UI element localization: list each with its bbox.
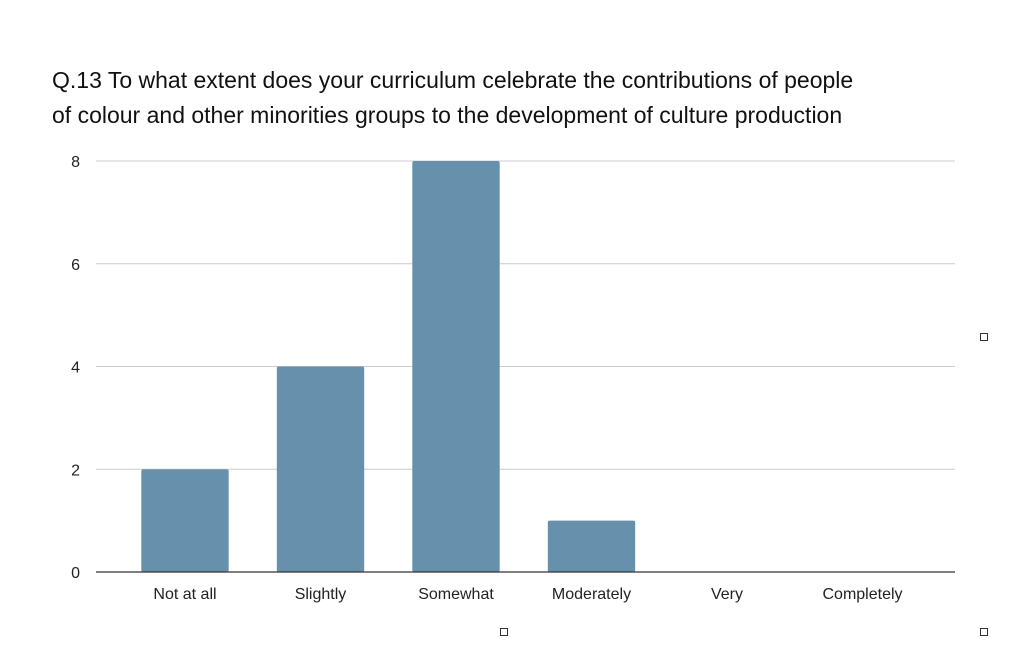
x-axis-ticks: Not at all Slightly Somewhat Moderately Very… bbox=[153, 586, 902, 603]
gridlines bbox=[96, 160, 955, 470]
x-tick-label: Slightly bbox=[295, 586, 347, 603]
bar bbox=[412, 161, 500, 572]
bars bbox=[141, 161, 636, 572]
chart-title-line-2: of colour and other minorities groups to… bbox=[52, 102, 842, 128]
x-tick-label: Moderately bbox=[552, 586, 631, 603]
bar bbox=[141, 469, 229, 572]
y-tick-label: 0 bbox=[71, 565, 80, 582]
x-tick-label: Completely bbox=[822, 586, 902, 603]
x-tick-label: Somewhat bbox=[418, 586, 494, 603]
y-axis-ticks: 0 2 4 6 8 bbox=[71, 154, 80, 582]
x-tick-label: Not at all bbox=[153, 586, 216, 603]
resize-handle-corner[interactable] bbox=[980, 628, 988, 636]
x-tick-label: Very bbox=[711, 586, 743, 603]
y-tick-label: 8 bbox=[71, 154, 80, 171]
y-tick-label: 2 bbox=[71, 462, 80, 479]
y-tick-label: 6 bbox=[71, 257, 80, 274]
chart-title-line-1: Q.13 To what extent does your curriculum… bbox=[52, 67, 853, 93]
y-tick-label: 4 bbox=[71, 360, 80, 377]
resize-handle-right[interactable] bbox=[980, 333, 988, 341]
bar bbox=[276, 366, 365, 572]
resize-handle-bottom[interactable] bbox=[500, 628, 508, 636]
bar bbox=[547, 520, 636, 572]
